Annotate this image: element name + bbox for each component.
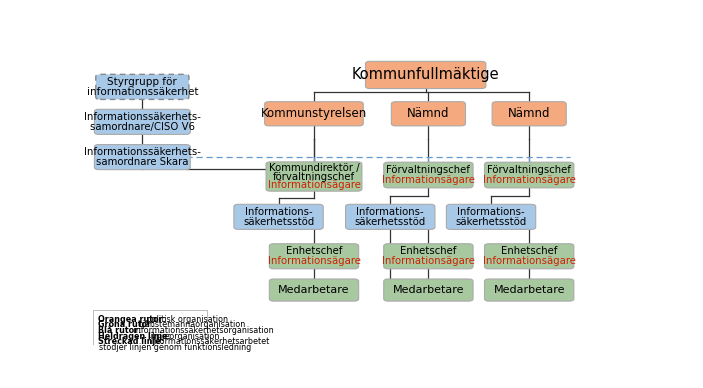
- FancyBboxPatch shape: [234, 204, 323, 229]
- FancyBboxPatch shape: [384, 162, 473, 188]
- Text: Medarbetare: Medarbetare: [393, 285, 464, 295]
- Text: samordnare Skara: samordnare Skara: [96, 157, 188, 167]
- FancyBboxPatch shape: [484, 279, 574, 301]
- Text: Förvaltningschef: Förvaltningschef: [487, 165, 571, 175]
- Text: säkerhetsstöd: säkerhetsstöd: [456, 217, 527, 227]
- FancyBboxPatch shape: [366, 61, 486, 88]
- Text: Enhetschef: Enhetschef: [400, 246, 456, 256]
- Text: Informations-: Informations-: [356, 207, 424, 217]
- FancyBboxPatch shape: [484, 244, 574, 269]
- FancyBboxPatch shape: [392, 102, 465, 126]
- Text: förvaltningschef: förvaltningschef: [273, 171, 355, 182]
- Text: Informations-: Informations-: [457, 207, 525, 217]
- FancyBboxPatch shape: [93, 310, 207, 346]
- Text: Informationssäkerhets-: Informationssäkerhets-: [84, 147, 201, 157]
- Text: Informationsägare: Informationsägare: [382, 256, 475, 267]
- Text: Enhetschef: Enhetschef: [501, 246, 557, 256]
- Text: Informationsägare: Informationsägare: [483, 256, 576, 267]
- Text: Nämnd: Nämnd: [508, 107, 550, 120]
- Text: Nämnd: Nämnd: [407, 107, 450, 120]
- Text: Medarbetare: Medarbetare: [494, 285, 565, 295]
- FancyBboxPatch shape: [94, 145, 191, 170]
- Text: Enhetschef: Enhetschef: [286, 246, 342, 256]
- FancyBboxPatch shape: [384, 244, 473, 269]
- FancyBboxPatch shape: [446, 204, 536, 229]
- Text: Kommunfullmäktige: Kommunfullmäktige: [352, 68, 499, 82]
- Text: säkerhetsstöd: säkerhetsstöd: [354, 217, 426, 227]
- Text: Informationsägare: Informationsägare: [268, 180, 361, 190]
- FancyBboxPatch shape: [484, 162, 574, 188]
- FancyBboxPatch shape: [96, 74, 189, 99]
- Text: Styrgrupp för: Styrgrupp för: [108, 77, 177, 87]
- Text: säkerhetsstöd: säkerhetsstöd: [243, 217, 314, 227]
- Text: samordnare/CISO V6: samordnare/CISO V6: [90, 122, 195, 132]
- FancyBboxPatch shape: [269, 279, 359, 301]
- Text: Informationsägare: Informationsägare: [268, 256, 361, 267]
- Text: Medarbetare: Medarbetare: [278, 285, 349, 295]
- FancyBboxPatch shape: [346, 204, 435, 229]
- Text: Blå rutor:: Blå rutor:: [98, 326, 141, 335]
- FancyBboxPatch shape: [266, 162, 362, 191]
- Text: Informationsägare: Informationsägare: [483, 175, 576, 185]
- Text: Orangea rutor:: Orangea rutor:: [98, 315, 165, 324]
- Text: Förvaltningschef: Förvaltningschef: [387, 165, 470, 175]
- Text: Kommundirektör /: Kommundirektör /: [269, 163, 359, 173]
- Text: politisk organisation: politisk organisation: [143, 315, 228, 324]
- FancyBboxPatch shape: [264, 102, 363, 126]
- FancyBboxPatch shape: [492, 102, 566, 126]
- FancyBboxPatch shape: [94, 109, 191, 134]
- Text: Informationsägare: Informationsägare: [382, 175, 475, 185]
- Text: Kommunstyrelsen: Kommunstyrelsen: [261, 107, 367, 120]
- Text: linjeorganisation: linjeorganisation: [150, 332, 219, 341]
- Text: informationssäkerhetsarbetet: informationssäkerhetsarbetet: [147, 337, 269, 346]
- Text: Heldragen linje:: Heldragen linje:: [98, 332, 170, 341]
- Text: Informationssäkerhets-: Informationssäkerhets-: [84, 112, 201, 122]
- Text: Informations-: Informations-: [245, 207, 312, 217]
- Text: tjänstemannaorganisation: tjänstemannaorganisation: [137, 320, 245, 329]
- Text: Streckad linje:: Streckad linje:: [98, 337, 164, 346]
- FancyBboxPatch shape: [269, 244, 359, 269]
- Text: informationssäkerhet: informationssäkerhet: [86, 87, 198, 97]
- Text: informationssäkerhetsorganisation: informationssäkerhetsorganisation: [131, 326, 273, 335]
- FancyBboxPatch shape: [384, 279, 473, 301]
- Text: Gröna rutor:: Gröna rutor:: [98, 320, 154, 329]
- Text: stödjer linjen genom funktionsledning: stödjer linjen genom funktionsledning: [99, 343, 252, 352]
